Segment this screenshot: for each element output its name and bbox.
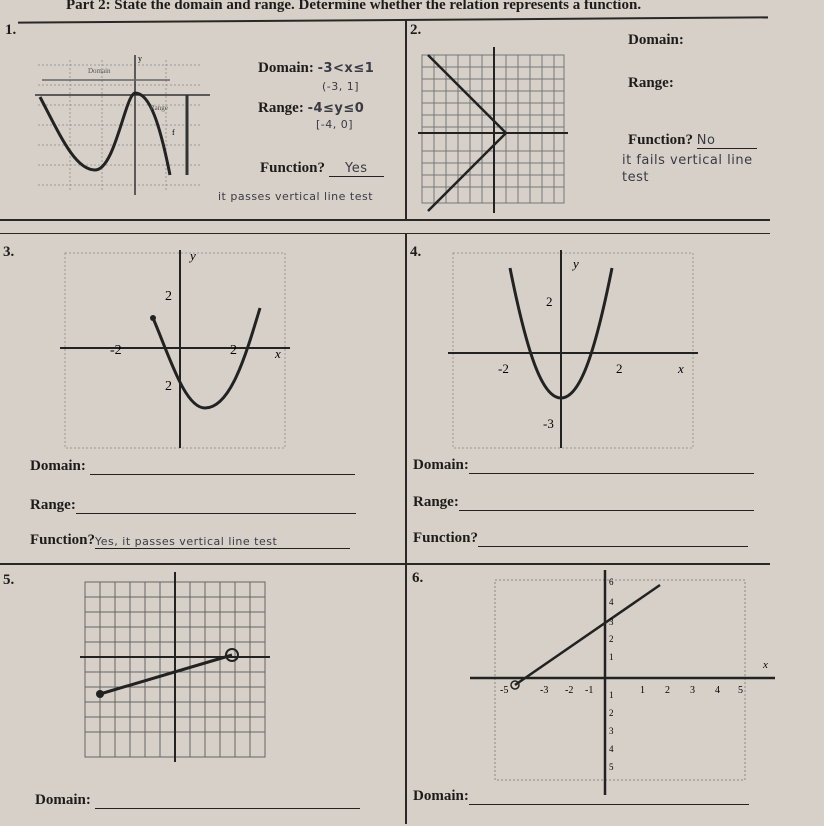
y-tick: 1 — [609, 690, 614, 700]
domain-label: Domain: — [35, 792, 91, 808]
problem-number: 6. — [412, 570, 424, 586]
function-label: Function? — [628, 132, 694, 148]
function-label: Function? — [30, 532, 96, 548]
x-tick: -5 — [500, 685, 508, 696]
graph-4: y x -2 2 2 -3 — [448, 250, 698, 449]
x-tick: -2 — [565, 685, 573, 696]
range-answer: -4≤y≤0 — [307, 101, 365, 116]
divider — [0, 219, 770, 221]
y-tick: 2 — [546, 294, 553, 309]
x-tick: -1 — [585, 685, 593, 696]
y-tick: 2 — [165, 379, 172, 394]
x-tick: -2 — [110, 343, 122, 358]
x-tick: 4 — [715, 685, 720, 696]
domain-label: Domain: — [413, 788, 469, 804]
graph-2 — [418, 47, 568, 213]
range-label: Range: — [30, 497, 76, 513]
y-tick: 5 — [609, 762, 614, 772]
x-tick: -3 — [540, 685, 548, 696]
divider — [18, 16, 768, 24]
domain-label: Domain — [88, 67, 111, 75]
x-tick: 5 — [738, 685, 743, 696]
graph-5 — [80, 572, 270, 762]
x-axis-label: x — [274, 346, 281, 361]
y-tick: 4 — [609, 744, 614, 754]
problem-number: 1. — [5, 22, 17, 38]
function-answer: Yes, it passes vertical line test — [95, 535, 351, 549]
x-tick: 3 — [690, 685, 695, 696]
problem-number: 3. — [3, 244, 15, 260]
y-tick: 2 — [609, 634, 614, 644]
range-label: Range: — [628, 75, 674, 91]
graph-1: Domain Range y f — [35, 55, 210, 195]
domain-interval: (-3, 1] — [322, 80, 360, 93]
x-tick: 2 — [665, 685, 670, 696]
y-tick: 4 — [609, 597, 614, 607]
function-label: Function? — [260, 160, 326, 176]
range-label: Range — [150, 104, 168, 112]
domain-label: Domain: — [258, 60, 314, 76]
y-tick: 3 — [609, 617, 614, 627]
y-axis-label: y — [138, 55, 142, 63]
function-label: Function? — [413, 530, 479, 546]
graph-3: y x -2 2 2 2 — [60, 248, 290, 449]
function-answer: Yes — [328, 161, 384, 177]
x-tick: 2 — [230, 343, 237, 358]
problem-number: 2. — [410, 22, 422, 38]
range-label: Range: — [413, 494, 459, 510]
y-axis-label: y — [571, 256, 579, 271]
divider — [0, 233, 770, 234]
explanation: it passes vertical line test — [218, 190, 374, 203]
divider — [0, 563, 770, 565]
problem-number: 4. — [410, 244, 422, 260]
domain-label: Domain: — [413, 457, 469, 473]
problem-number: 5. — [3, 572, 15, 588]
range-interval: [-4, 0] — [316, 118, 354, 131]
range-label: Range: — [258, 100, 304, 116]
graph-6: x -5 -3 -2 -1 1 2 3 4 5 6 4 3 2 1 1 2 3 … — [470, 570, 775, 795]
f-label: f — [172, 128, 175, 137]
y-tick: 3 — [609, 726, 614, 736]
y-tick: 2 — [165, 289, 172, 304]
explanation: it fails vertical line test — [622, 153, 753, 185]
x-axis-label: x — [762, 659, 768, 671]
domain-answer: -3<x≤1 — [317, 61, 375, 76]
y-tick: 6 — [609, 577, 614, 587]
y-tick: 2 — [609, 708, 614, 718]
function-answer: No — [696, 133, 757, 149]
y-tick: 1 — [609, 652, 614, 662]
x-tick: 2 — [616, 361, 623, 376]
divider — [405, 234, 407, 824]
domain-label: Domain: — [628, 32, 684, 48]
x-tick: -2 — [498, 361, 509, 376]
y-axis-label: y — [188, 248, 196, 263]
x-axis-label: x — [677, 361, 684, 376]
worksheet-title: Part 2: State the domain and range. Dete… — [66, 0, 642, 13]
y-tick: -3 — [543, 416, 554, 431]
divider — [405, 20, 407, 220]
domain-label: Domain: — [30, 458, 86, 474]
x-tick: 1 — [640, 685, 645, 696]
